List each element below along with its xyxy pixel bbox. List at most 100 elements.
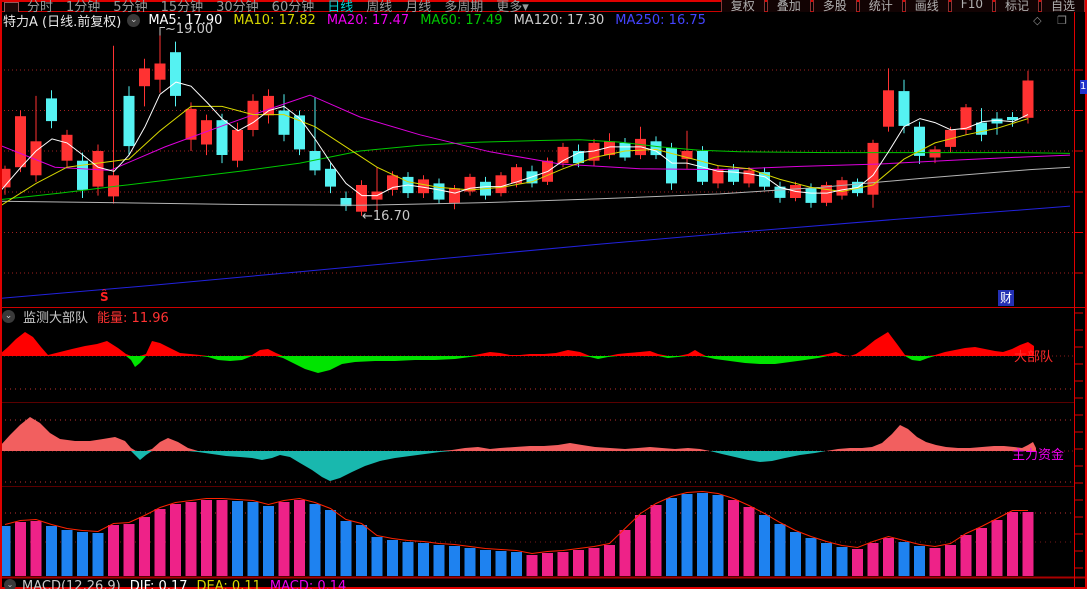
signal-marker: Ŝ <box>100 290 109 304</box>
candle-body <box>914 126 925 156</box>
chevron-down-icon[interactable]: ⌄ <box>127 13 141 27</box>
candle-body <box>898 91 910 126</box>
panel1-title[interactable]: 监测大部队 <box>23 311 89 326</box>
high-price-label: ~19.00 <box>165 22 214 37</box>
ma-values: MA5: 17.90 MA10: 17.82 MA20: 17.47 MA60: 17… <box>148 13 717 28</box>
tool-button-画线[interactable]: 画线 <box>904 0 949 12</box>
tool-button-叠加[interactable]: 叠加 <box>766 0 811 12</box>
tool-button-统计[interactable]: 统计 <box>858 0 903 12</box>
window-layout-icons[interactable]: ◇ ❐ <box>1033 13 1073 27</box>
period-tab-1分钟[interactable]: 1分钟 <box>66 0 101 12</box>
ma-line-MA20 <box>0 94 1071 171</box>
symbol-title: 特力A (日线.前复权) <box>3 14 122 30</box>
candle-body <box>309 151 321 171</box>
zijin-pos-area <box>0 417 1036 451</box>
macd-bar <box>402 542 414 576</box>
macd-envelope-line <box>4 490 1028 555</box>
candle-body <box>278 110 290 135</box>
footer-MACD: MACD: 0.14 <box>269 579 347 589</box>
panel1-right-label: 大部队 <box>1014 350 1054 365</box>
tool-button-多股[interactable]: 多股 <box>812 0 857 12</box>
macd-bar <box>712 495 724 576</box>
candle-body <box>449 188 460 203</box>
tool-button-F10[interactable]: F10 <box>950 0 993 12</box>
period-tab-周线[interactable]: 周线 <box>366 0 393 12</box>
candle-body <box>619 142 631 158</box>
period-tab-多周期[interactable]: 多周期 <box>444 0 484 12</box>
candle-body <box>805 188 817 203</box>
candle-body <box>61 134 73 161</box>
candle-body <box>960 107 972 130</box>
macd-bar <box>480 550 491 576</box>
ma-line-MA120 <box>0 166 1071 206</box>
candle-body <box>418 179 429 194</box>
candle-body <box>867 142 879 195</box>
macd-bar <box>263 506 274 576</box>
candle-body <box>774 186 786 198</box>
period-tabs: 分时 1分钟 5分钟 15分钟 30分钟 60分钟 日线 周线 月线 多周期 更多▾ <box>27 0 542 12</box>
candle-body <box>387 175 398 190</box>
candle-body <box>743 170 755 184</box>
ma-line-MA60 <box>0 139 1071 201</box>
macd-bar <box>340 521 352 576</box>
period-tab-30分钟[interactable]: 30分钟 <box>216 0 259 12</box>
macd-bar <box>914 546 925 576</box>
macd-bar <box>15 522 26 576</box>
macd-values: DIF: 0.17 DEA: 0.11 MACD: 0.14 <box>130 579 356 589</box>
candle-body <box>15 116 26 168</box>
macd-indicator-name[interactable]: MACD(12,26,9) <box>22 579 121 589</box>
candle-body <box>604 141 615 156</box>
title-bar: 特力A (日线.前复权) ⌄ MA5: 17.90 MA10: 17.82 MA20… <box>3 12 1073 30</box>
macd-bar <box>759 515 770 576</box>
macd-bar <box>309 504 321 576</box>
macd-bar <box>216 500 228 576</box>
ma-line-MA10 <box>0 105 1029 207</box>
candles-layer <box>0 29 1034 216</box>
macd-bar <box>449 546 460 576</box>
candle-body <box>557 146 569 164</box>
tool-button-标记[interactable]: 标记 <box>994 0 1039 12</box>
zijin-neg-area <box>0 451 1036 481</box>
macd-bar <box>418 543 429 576</box>
candle-body <box>46 98 57 122</box>
panel1-header: ⌄ 监测大部队 能量: 11.96 <box>2 309 169 326</box>
chevron-down-icon[interactable]: ⌄ <box>4 579 16 589</box>
period-tab-更多▾[interactable]: 更多▾ <box>496 0 529 12</box>
period-tab-月线[interactable]: 月线 <box>405 0 432 12</box>
screenshot-icon[interactable] <box>4 2 19 12</box>
period-tab-60分钟[interactable]: 60分钟 <box>271 0 315 12</box>
candle-body <box>92 151 104 187</box>
chevron-down-icon[interactable]: ⌄ <box>2 310 15 323</box>
candle-body <box>821 185 832 203</box>
candle-body <box>263 95 274 116</box>
low-price-label: ←16.70 <box>362 209 411 224</box>
ma-value-MA250: MA250: 16.75 <box>615 12 706 28</box>
ma-value-MA120: MA120: 17.30 <box>513 12 605 28</box>
candle-body <box>976 122 987 135</box>
macd-bar <box>681 494 693 576</box>
macd-bar <box>294 500 305 576</box>
macd-bar <box>464 548 476 576</box>
period-tab-分时[interactable]: 分时 <box>27 0 54 12</box>
macd-bar <box>247 502 259 576</box>
candle-body <box>836 180 848 196</box>
cai-badge[interactable]: 财 <box>998 290 1015 306</box>
energy-value: 11.96 <box>131 311 169 326</box>
candle-body <box>108 175 119 197</box>
candle-body <box>1007 117 1018 121</box>
candle-body <box>681 151 693 160</box>
macd-bar <box>728 500 739 576</box>
footer-DIF: DIF: 0.17 <box>129 579 188 589</box>
period-tab-日线[interactable]: 日线 <box>327 0 354 12</box>
macd-bar <box>650 505 662 576</box>
macd-bar <box>325 510 336 576</box>
period-tab-15分钟[interactable]: 15分钟 <box>160 0 204 12</box>
right-price-axis <box>1074 11 1083 589</box>
candle-body <box>759 172 770 187</box>
candle-body <box>154 63 166 80</box>
macd-bar <box>557 552 569 576</box>
macd-bar <box>542 553 553 576</box>
tool-button-自选[interactable]: 自选 <box>1040 0 1085 12</box>
period-tab-5分钟[interactable]: 5分钟 <box>113 0 148 12</box>
tool-button-复权[interactable]: 复权 <box>720 0 765 12</box>
